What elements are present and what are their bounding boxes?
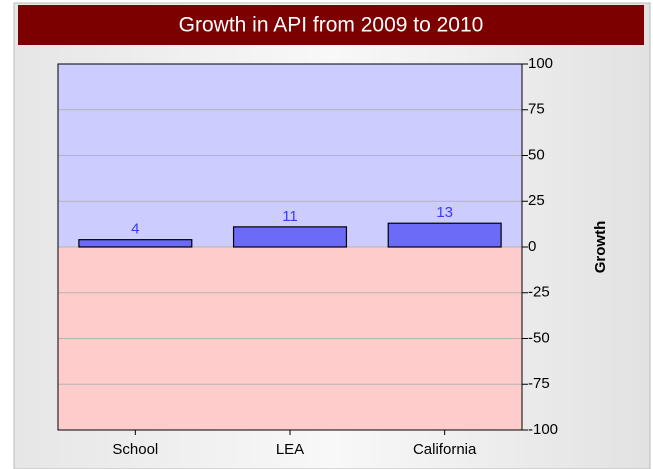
value-label: 13 <box>436 204 453 221</box>
y-tick-label: 0 <box>528 238 536 255</box>
bar <box>387 222 502 248</box>
value-label: 11 <box>282 208 298 225</box>
bar <box>78 239 193 248</box>
x-tick-label: California <box>413 441 477 458</box>
x-tick-label: School <box>112 441 158 458</box>
y-tick-label: 50 <box>528 146 545 163</box>
y-axis-label: Growth <box>592 221 609 274</box>
y-tick-label: -50 <box>528 329 550 346</box>
value-label: 4 <box>131 221 139 238</box>
x-tick-label: LEA <box>276 441 304 458</box>
bar <box>232 226 348 248</box>
y-tick-label: 100 <box>528 55 553 72</box>
y-tick-label: 25 <box>528 192 545 209</box>
title-bar <box>18 5 644 45</box>
plot-border <box>57 63 523 431</box>
y-tick-label: -75 <box>528 375 550 392</box>
y-tick-label: 75 <box>528 101 545 118</box>
y-tick-label: -100 <box>528 421 558 438</box>
y-tick-label: -25 <box>528 284 550 301</box>
chart-title: Growth in API from 2009 to 2010 <box>179 14 484 37</box>
